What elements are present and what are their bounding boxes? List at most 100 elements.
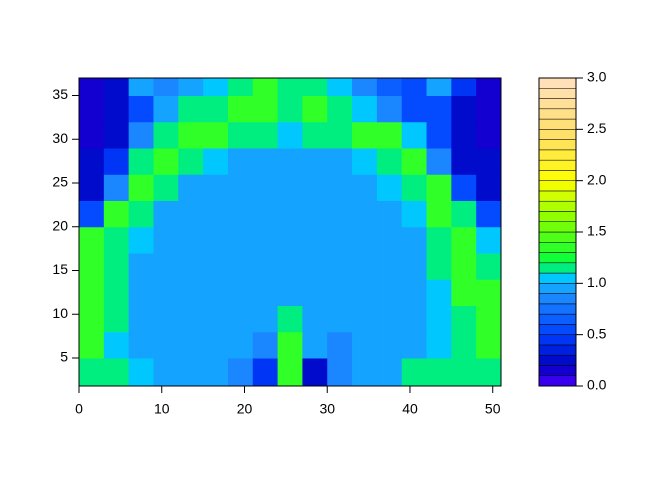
plot-box <box>78 77 502 387</box>
contour-cell <box>103 95 130 123</box>
contour-cell <box>252 174 279 201</box>
contour-cell <box>178 253 204 280</box>
contour-cell <box>401 279 428 306</box>
contour-cell <box>79 121 105 149</box>
contour-cell <box>128 148 154 175</box>
contour-cell <box>79 200 105 228</box>
contour-cell <box>178 305 204 333</box>
contour-cell <box>227 226 254 254</box>
contour-cell <box>476 200 501 228</box>
contour-cell <box>302 279 328 306</box>
contour-cell <box>327 121 353 149</box>
z-tick-label: 2.5 <box>587 120 607 136</box>
contour-cell <box>128 95 154 123</box>
contour-cell <box>426 226 452 254</box>
contour-cell <box>103 331 130 359</box>
contour-cell <box>327 331 353 359</box>
z-tick-label: 3.0 <box>587 69 607 85</box>
color-bar-band <box>538 242 577 253</box>
contour-cell <box>352 279 378 306</box>
x-tick-label: 10 <box>154 401 170 417</box>
color-bar-band <box>538 108 577 120</box>
contour-cell <box>451 78 477 96</box>
contour-cell <box>302 121 328 149</box>
contour-cell <box>376 200 403 228</box>
contour-cell <box>426 95 452 123</box>
contour-cell <box>426 253 452 280</box>
contour-cell <box>227 121 254 149</box>
contour-cell <box>153 305 179 333</box>
contour-cell <box>302 148 328 175</box>
contour-cell <box>451 358 477 386</box>
contour-cell <box>79 279 105 306</box>
contour-cell <box>426 121 452 149</box>
contour-cell <box>277 148 303 175</box>
contour-cell <box>376 331 403 359</box>
contour-cell <box>426 305 452 333</box>
contour-cell <box>376 95 403 123</box>
contour-cell <box>352 148 378 175</box>
contour-cell <box>376 78 403 96</box>
contour-cell <box>128 358 154 386</box>
contour-cell <box>302 358 328 386</box>
x-tick-label: 30 <box>319 401 335 417</box>
contour-cell <box>128 226 154 254</box>
contour-cell <box>401 253 428 280</box>
contour-field <box>79 78 501 386</box>
contour-cell <box>153 331 179 359</box>
contour-cell <box>252 305 279 333</box>
contour-cell <box>476 174 501 201</box>
contour-cell <box>327 358 353 386</box>
contour-cell <box>128 253 154 280</box>
y-tick-label: 10 <box>52 305 68 321</box>
contour-cell <box>252 78 279 96</box>
contour-cell <box>426 200 452 228</box>
contour-cell <box>227 78 254 96</box>
contour-cell <box>79 253 105 280</box>
contour-cell <box>79 331 105 359</box>
contour-cell <box>103 174 130 201</box>
color-bar-band <box>538 88 577 99</box>
contour-cell <box>376 253 403 280</box>
color-bar-band <box>538 262 577 274</box>
contour-cell <box>327 305 353 333</box>
contour-cell <box>476 358 501 386</box>
color-bar-band <box>538 200 577 212</box>
color-bar-band <box>538 77 577 89</box>
x-tick-label: 20 <box>237 401 253 417</box>
contour-cell <box>451 305 477 333</box>
contour-cell <box>352 226 378 254</box>
contour-cell <box>178 279 204 306</box>
contour-cell <box>153 95 179 123</box>
y-tick-label: 5 <box>60 349 68 365</box>
contour-cell <box>401 78 428 96</box>
contour-cell <box>153 226 179 254</box>
contour-cell <box>252 331 279 359</box>
contour-cell <box>376 226 403 254</box>
color-bar-band <box>538 159 577 171</box>
contour-cell <box>227 331 254 359</box>
contour-cell <box>401 174 428 201</box>
contour-cell <box>128 174 154 201</box>
contour-cell <box>302 331 328 359</box>
contour-cell <box>203 148 229 175</box>
contour-cell <box>352 331 378 359</box>
contour-cell <box>352 95 378 123</box>
contour-cell <box>426 148 452 175</box>
contour-cell <box>128 305 154 333</box>
contour-cell <box>426 279 452 306</box>
color-bar-band <box>538 344 577 356</box>
contour-cell <box>203 78 229 96</box>
contour-cell <box>203 279 229 306</box>
contour-cell <box>451 331 477 359</box>
contour-cell <box>302 305 328 333</box>
contour-cell <box>277 95 303 123</box>
contour-cell <box>352 253 378 280</box>
color-bar-band <box>538 98 577 110</box>
contour-cell <box>401 226 428 254</box>
y-tick-label: 20 <box>52 217 68 233</box>
contour-cell <box>203 121 229 149</box>
contour-cell <box>426 358 452 386</box>
contour-cell <box>277 200 303 228</box>
